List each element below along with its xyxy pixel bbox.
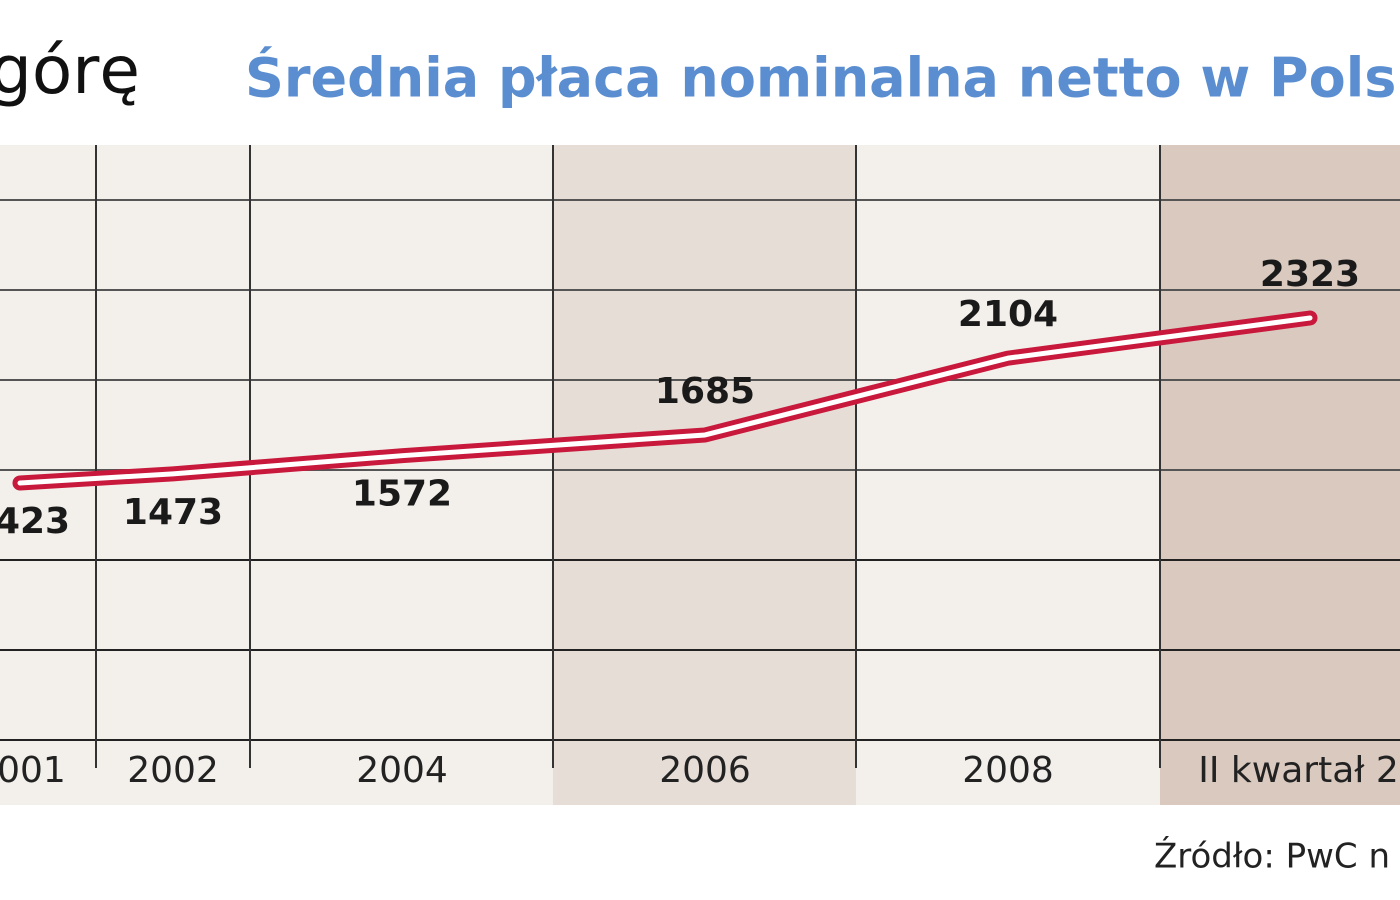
x-tick-label: 2001 xyxy=(0,750,66,791)
header-text: górę xyxy=(0,32,140,109)
source-note: Źródło: PwC n xyxy=(1154,836,1390,877)
column-band xyxy=(553,145,856,805)
value-label: 2104 xyxy=(958,294,1058,335)
x-tick-label: 2008 xyxy=(962,750,1054,791)
plot-background xyxy=(0,145,1400,805)
column-band xyxy=(856,145,1160,805)
x-tick-label: 2006 xyxy=(659,750,751,791)
x-tick-label: II kwartał 20 xyxy=(1198,750,1400,791)
column-band xyxy=(250,145,553,805)
line-inner xyxy=(17,315,1313,486)
column-band xyxy=(1160,145,1400,805)
value-label: 1572 xyxy=(352,474,452,515)
value-label: 2323 xyxy=(1260,254,1360,295)
x-tick-label: 2002 xyxy=(127,750,219,791)
value-label: 1685 xyxy=(655,371,755,412)
value-label: 1473 xyxy=(123,492,223,533)
chart-title: Średnia płaca nominalna netto w Pols xyxy=(245,47,1396,110)
x-tick-label: 2004 xyxy=(356,750,448,791)
value-label: 1423 xyxy=(0,501,70,542)
